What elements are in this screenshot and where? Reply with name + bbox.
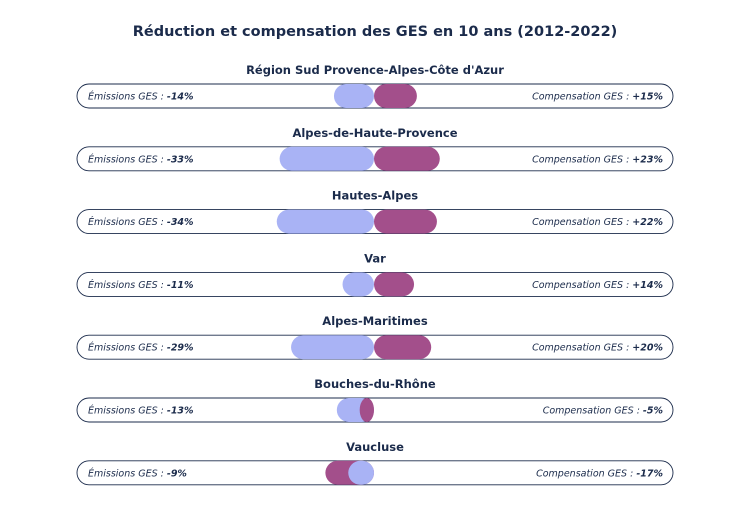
bar-track: [76, 83, 674, 109]
emissions-value: -11%: [167, 280, 194, 291]
emissions-label-text: Émissions GES :: [88, 405, 167, 417]
region-row: Région Sud Provence-Alpes-Côte d'Azur Émi…: [76, 63, 674, 109]
region-name: Alpes-Maritimes: [322, 314, 428, 328]
compensation-label: Compensation GES : +15%: [532, 92, 663, 103]
compensation-value: +22%: [632, 217, 663, 228]
emissions-label: Émissions GES : -29%: [88, 342, 194, 354]
bar-track: [76, 271, 674, 297]
emissions-value: -13%: [167, 406, 194, 417]
region-row: Var Émissions GES : -11% Compensation GES …: [76, 251, 674, 297]
compensation-value: +14%: [632, 280, 663, 291]
compensation-value: -17%: [636, 468, 663, 479]
emissions-bar: [279, 146, 374, 171]
compensation-label-text: Compensation GES :: [532, 343, 632, 354]
compensation-label: Compensation GES : +14%: [532, 280, 663, 291]
emissions-label-text: Émissions GES :: [88, 216, 167, 228]
emissions-label: Émissions GES : -9%: [88, 467, 187, 479]
region-name: Hautes-Alpes: [332, 189, 418, 203]
compensation-label-text: Compensation GES :: [532, 154, 632, 165]
bar-track: [76, 397, 674, 423]
region-name: Var: [364, 251, 386, 265]
emissions-label-text: Émissions GES :: [88, 279, 167, 291]
emissions-label-text: Émissions GES :: [88, 342, 167, 354]
region-row: Bouches-du-Rhône Émissions GES : -13% Comp…: [76, 377, 674, 423]
emissions-label: Émissions GES : -34%: [88, 216, 194, 228]
emissions-value: -29%: [167, 343, 194, 354]
region-name: Bouches-du-Rhône: [314, 377, 436, 391]
emissions-bar: [348, 460, 374, 485]
emissions-value: -9%: [167, 468, 187, 479]
compensation-label: Compensation GES : +23%: [532, 154, 663, 165]
region-name: Alpes-de-Haute-Provence: [292, 126, 457, 140]
compensation-bar: [374, 209, 437, 234]
compensation-bar: [374, 272, 415, 297]
compensation-value: +20%: [632, 343, 663, 354]
emissions-bar: [276, 209, 374, 234]
compensation-label-text: Compensation GES :: [532, 92, 632, 103]
emissions-label-text: Émissions GES :: [88, 153, 167, 165]
bar-track: [76, 146, 674, 172]
emissions-value: -34%: [167, 217, 194, 228]
compensation-label: Compensation GES : -17%: [536, 468, 663, 479]
compensation-label-text: Compensation GES :: [532, 280, 632, 291]
emissions-label-text: Émissions GES :: [88, 467, 167, 479]
emissions-value: -14%: [167, 92, 194, 103]
compensation-label-text: Compensation GES :: [536, 468, 636, 479]
compensation-bar: [374, 84, 417, 108]
region-row: Vaucluse Émissions GES : -9% Compensation …: [76, 440, 674, 486]
region-row: Hautes-Alpes Émissions GES : -34% Compensa…: [76, 189, 674, 235]
emissions-label: Émissions GES : -33%: [88, 153, 194, 165]
emissions-label: Émissions GES : -11%: [88, 279, 194, 291]
compensation-label: Compensation GES : +22%: [532, 217, 663, 228]
region-name: Région Sud Provence-Alpes-Côte d'Azur: [246, 63, 504, 77]
emissions-bar: [333, 84, 374, 108]
rows: Région Sud Provence-Alpes-Côte d'Azur Émi…: [76, 63, 674, 486]
region-row: Alpes-Maritimes Émissions GES : -29% Compe…: [76, 314, 674, 360]
region-name: Vaucluse: [346, 440, 404, 454]
emissions-bar: [291, 335, 374, 360]
compensation-label-text: Compensation GES :: [543, 406, 643, 417]
compensation-label: Compensation GES : -5%: [543, 406, 663, 417]
emissions-value: -33%: [167, 154, 194, 165]
region-row: Alpes-de-Haute-Provence Émissions GES : -…: [76, 126, 674, 172]
compensation-bar: [359, 398, 374, 422]
emissions-label: Émissions GES : -14%: [88, 91, 194, 103]
bar-track: [76, 334, 674, 360]
compensation-label: Compensation GES : +20%: [532, 343, 663, 354]
emissions-label-text: Émissions GES :: [88, 91, 167, 103]
compensation-value: +15%: [632, 92, 663, 103]
chart-title: Réduction et compensation des GES en 10 …: [133, 24, 618, 40]
compensation-bar: [374, 335, 432, 360]
emissions-label: Émissions GES : -13%: [88, 405, 194, 417]
compensation-bar: [374, 146, 440, 171]
compensation-label-text: Compensation GES :: [532, 217, 632, 228]
bar-track: [76, 460, 674, 486]
compensation-value: -5%: [643, 406, 663, 417]
emissions-bar: [342, 272, 374, 297]
bar-track: [76, 209, 674, 235]
compensation-value: +23%: [632, 154, 663, 165]
